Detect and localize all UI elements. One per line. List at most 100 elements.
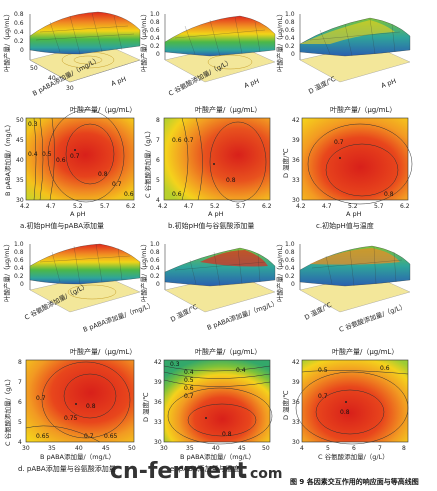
contour-level: 0.6 [172, 191, 182, 198]
ytick: 30 [292, 439, 300, 446]
xtick: 4 [300, 445, 304, 452]
contour-e: 叶酸产量/（μg/mL） 0.3 0.4 0.5 0.6 0.7 0.8 0.4… [141, 347, 273, 473]
svg-text:50: 50 [30, 65, 38, 72]
contour-level: 0.3 [170, 361, 180, 368]
ztick: 0.4 [285, 265, 295, 272]
xtick: 6 [352, 445, 356, 452]
watermark-dot: . [240, 459, 248, 484]
ytick: 45 [16, 137, 24, 144]
ytick: 35 [16, 177, 24, 184]
ztick: 0.8 [285, 19, 295, 26]
ytick: 42 [292, 117, 300, 124]
ztick: 0.6 [150, 257, 160, 264]
ytick: 30 [154, 439, 162, 446]
y-axis-label: C 谷氨酸添加量/（g/L） [3, 375, 12, 446]
xtick: 30 [22, 445, 30, 452]
z-axis-label: 叶酸产量/（μg/mL） [2, 240, 11, 302]
xtick: 4.2 [20, 203, 30, 210]
ztick: 0.2 [285, 273, 295, 280]
x-axis-label: A pH [70, 210, 86, 218]
contour-level: 0.8 [222, 431, 232, 438]
contour-level: 0.8 [384, 191, 394, 198]
contour-level: 0.6 [124, 191, 134, 198]
contour-header: 叶酸产量/（μg/mL） [70, 105, 136, 114]
ytick: 30 [16, 197, 24, 204]
ztick: 0.4 [150, 35, 160, 42]
contour-level: 0.7 [70, 153, 80, 160]
ytick: 7 [156, 137, 160, 144]
ytick: 36 [154, 399, 162, 406]
xtick: 6.2 [126, 203, 136, 210]
ztick: 0 [156, 51, 160, 58]
ytick: 5 [156, 177, 160, 184]
z-axis-label: 叶酸产量/（μg/mL） [275, 10, 284, 72]
ytick: 4 [156, 197, 160, 204]
ztick: 0.6 [285, 27, 295, 34]
ytick: 8 [18, 359, 22, 366]
contour-b: 叶酸产量/（μg/mL） 0.6 0.7 0.8 0.6 8 7 6 5 4 4… [143, 105, 272, 230]
ytick: 36 [292, 157, 300, 164]
xtick: 4.2 [296, 203, 306, 210]
panel-caption: c.初始pH值与温度 [316, 221, 374, 230]
xtick: 30 [160, 445, 168, 452]
contour-level: 0.7 [84, 433, 94, 440]
ztick: 0 [291, 281, 295, 288]
ytick: 7 [18, 379, 22, 386]
ztick: 0 [156, 281, 160, 288]
xtick: 40 [75, 445, 83, 452]
xtick: 4.2 [158, 203, 168, 210]
surface-a: 0.8 0.6 0.4 0.2 0 叶酸产量/（μg/mL） B pABA添加量… [2, 10, 141, 98]
xtick: 4.7 [322, 203, 332, 210]
ztick: 1.0 [285, 241, 295, 248]
x-axis-label: A pH [380, 77, 397, 90]
panel-caption: e. pABA添加量与温度 [170, 464, 240, 473]
panel-caption: d. pABA添加量与谷氨酸添加量 [18, 464, 116, 473]
y-axis-label: D 温度/℃ [169, 302, 199, 324]
contour-level: 0.6 [56, 157, 66, 164]
xtick: 5.7 [374, 203, 384, 210]
contour-level: 0.7 [112, 181, 122, 188]
contour-f: 叶酸产量/（μg/mL） 0.5 0.6 0.7 0.8 42 39 36 33… [281, 347, 409, 461]
ztick: 1.0 [285, 11, 295, 18]
ztick: 0.8 [150, 249, 160, 256]
ytick: 39 [154, 379, 162, 386]
ztick: 0.8 [14, 249, 24, 256]
contour-level: 0.5 [184, 377, 194, 384]
ztick: 0.4 [14, 265, 24, 272]
ztick: 0.4 [285, 35, 295, 42]
contour-level: 0.6 [172, 137, 182, 144]
ytick: 42 [154, 359, 162, 366]
ytick: 33 [292, 177, 300, 184]
contour-level: 0.75 [64, 415, 78, 422]
xtick: 50 [262, 445, 270, 452]
ztick: 0.2 [14, 273, 24, 280]
xtick: 5.2 [210, 203, 220, 210]
ytick: 36 [292, 399, 300, 406]
y-axis-label: D 温度/℃ [281, 390, 290, 420]
xtick: 5.2 [348, 203, 358, 210]
ztick: 0.2 [150, 43, 160, 50]
watermark-text: cn-ferment [110, 459, 248, 484]
surface-e: 1.0 0.8 0.6 0.4 0.2 0 叶酸产量/（μg/mL） D 温度/… [139, 240, 279, 331]
contour-level: 0.8 [86, 403, 96, 410]
contour-level: 0.4 [28, 151, 38, 158]
contour-level: 0.5 [42, 151, 52, 158]
y-axis-label: D 温度/℃ [303, 300, 333, 322]
panel-caption: b.初始pH值与谷氨酸添加量 [168, 221, 254, 230]
xtick: 45 [102, 445, 110, 452]
xtick: 35 [186, 445, 194, 452]
ztick: 0 [20, 281, 24, 288]
xtick: 45 [238, 445, 246, 452]
ytick: 30 [292, 197, 300, 204]
z-axis-label: 叶酸产量/（μg/mL） [139, 240, 148, 302]
ztick: 1.0 [150, 241, 160, 248]
contour-level: 0.5 [318, 367, 328, 374]
y-axis-label: D 温度/℃ [281, 148, 290, 178]
contour-level: 0.7 [184, 393, 194, 400]
ytick: 33 [154, 419, 162, 426]
x-axis-label: B pABA添加量/（mg/L） [40, 452, 115, 461]
x-axis-label: A pH [208, 210, 224, 218]
surface-f: 1.0 0.8 0.6 0.4 0.2 0 叶酸产量/（μg/mL） D 温度/… [275, 240, 411, 334]
ztick: 0.8 [14, 11, 24, 18]
